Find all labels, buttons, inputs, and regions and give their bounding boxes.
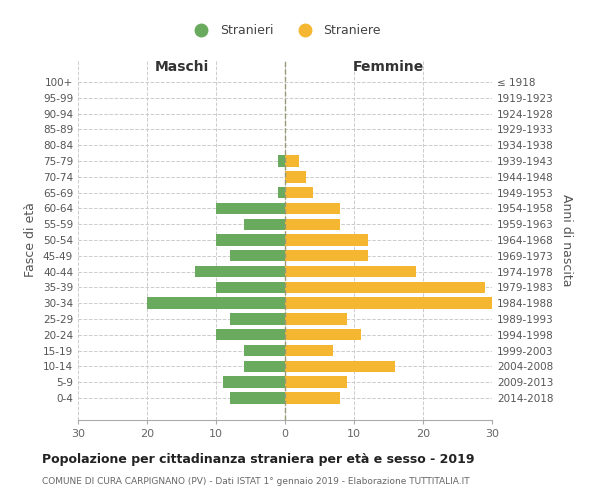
- Bar: [285, 282, 485, 293]
- Bar: [147, 298, 285, 309]
- Bar: [285, 187, 313, 198]
- Bar: [285, 298, 492, 309]
- Bar: [285, 345, 334, 356]
- Bar: [285, 234, 368, 246]
- Y-axis label: Fasce di età: Fasce di età: [25, 202, 37, 278]
- Bar: [285, 314, 347, 324]
- Bar: [196, 266, 285, 278]
- Bar: [285, 360, 395, 372]
- Bar: [278, 187, 285, 198]
- Text: COMUNE DI CURA CARPIGNANO (PV) - Dati ISTAT 1° gennaio 2019 - Elaborazione TUTTI: COMUNE DI CURA CARPIGNANO (PV) - Dati IS…: [42, 478, 470, 486]
- Bar: [285, 156, 299, 166]
- Bar: [230, 314, 285, 324]
- Bar: [244, 345, 285, 356]
- Bar: [216, 282, 285, 293]
- Bar: [285, 376, 347, 388]
- Text: Popolazione per cittadinanza straniera per età e sesso - 2019: Popolazione per cittadinanza straniera p…: [42, 452, 475, 466]
- Bar: [285, 218, 340, 230]
- Bar: [285, 266, 416, 278]
- Bar: [285, 329, 361, 340]
- Text: Femmine: Femmine: [353, 60, 424, 74]
- Bar: [216, 202, 285, 214]
- Bar: [230, 392, 285, 404]
- Legend: Stranieri, Straniere: Stranieri, Straniere: [184, 20, 386, 42]
- Bar: [278, 156, 285, 166]
- Text: Maschi: Maschi: [154, 60, 209, 74]
- Bar: [285, 202, 340, 214]
- Bar: [244, 360, 285, 372]
- Bar: [244, 218, 285, 230]
- Bar: [223, 376, 285, 388]
- Bar: [285, 250, 368, 262]
- Bar: [216, 234, 285, 246]
- Bar: [285, 392, 340, 404]
- Y-axis label: Anni di nascita: Anni di nascita: [560, 194, 573, 286]
- Bar: [285, 171, 306, 182]
- Bar: [216, 329, 285, 340]
- Bar: [230, 250, 285, 262]
